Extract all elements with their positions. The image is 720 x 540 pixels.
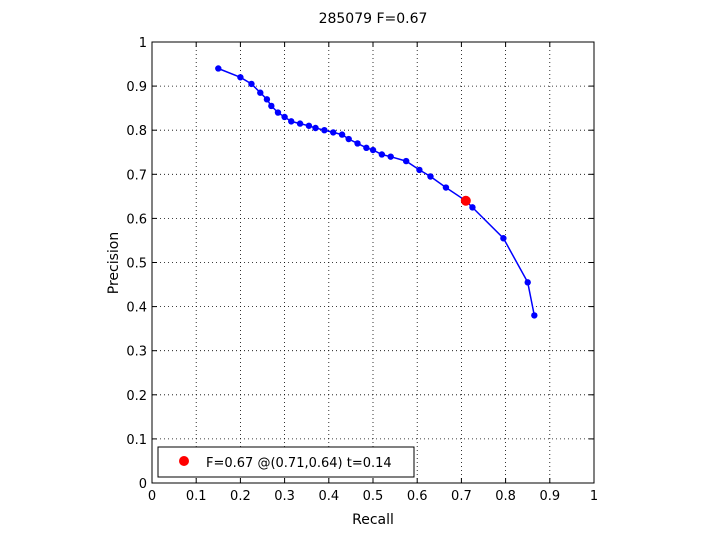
y-tick-label: 0.1 <box>126 433 147 448</box>
data-point <box>354 140 361 147</box>
y-tick-label: 0.2 <box>126 389 147 404</box>
data-point <box>500 235 507 242</box>
y-tick-label: 0.4 <box>126 301 147 316</box>
data-point <box>321 127 328 134</box>
x-tick-label: 0 <box>148 489 156 504</box>
y-tick-label: 0.7 <box>126 168 147 183</box>
series-line <box>218 67 536 316</box>
data-point <box>215 65 222 72</box>
data-point <box>363 144 370 152</box>
x-tick-label: 0.8 <box>495 489 516 504</box>
series-layer <box>215 65 538 319</box>
data-point <box>369 146 377 154</box>
x-tick-label: 0.5 <box>363 489 384 504</box>
legend-box <box>157 446 415 478</box>
x-tick-label: 1 <box>590 489 598 504</box>
data-point <box>524 279 531 286</box>
y-tick-label: 0.9 <box>126 80 147 95</box>
data-point <box>387 153 394 160</box>
x-tick-label: 0.9 <box>539 489 560 504</box>
y-tick-label: 0.8 <box>126 124 147 139</box>
data-point <box>531 312 538 319</box>
y-tick-label: 0.6 <box>126 212 147 227</box>
y-tick-label: 0 <box>139 477 147 492</box>
data-point <box>274 109 282 116</box>
y-tick-label: 1 <box>139 36 147 51</box>
legend-marker <box>179 456 189 466</box>
x-tick-label: 0.7 <box>451 489 472 504</box>
data-point <box>248 80 255 88</box>
highlight-layer <box>460 195 471 206</box>
x-tick-label: 0.3 <box>274 489 295 504</box>
legend-label: F=0.67 @(0.71,0.64) t=0.14 <box>206 456 392 471</box>
y-tick-label: 0.3 <box>126 345 147 360</box>
data-point <box>402 157 410 165</box>
x-tick-label: 0.1 <box>186 489 207 504</box>
best-f-point <box>460 195 471 206</box>
data-point <box>281 113 288 121</box>
data-point <box>305 122 313 129</box>
y-axis-title: Precision <box>106 232 122 294</box>
data-point <box>296 120 304 127</box>
grid <box>152 42 594 483</box>
data-point <box>257 89 264 96</box>
legend: F=0.67 @(0.71,0.64) t=0.14 <box>157 446 415 478</box>
data-point <box>338 131 346 138</box>
data-point <box>330 129 337 136</box>
x-tick-label: 0.6 <box>407 489 428 504</box>
data-point <box>345 135 352 143</box>
data-point <box>442 184 450 191</box>
data-point <box>288 118 295 125</box>
x-tick-label: 0.2 <box>230 489 251 504</box>
data-point <box>469 204 476 211</box>
data-point <box>312 124 319 132</box>
data-point <box>378 151 386 158</box>
data-point <box>427 173 434 180</box>
data-point <box>237 74 244 81</box>
y-tick-label: 0.5 <box>126 257 147 272</box>
x-axis-title: Recall <box>352 512 394 528</box>
data-point <box>268 102 275 110</box>
axis-ticks: 0 0.1 0.2 0.3 0.4 0.5 0.6 0.7 0.8 0.9 1 0 0.1 0.2 0.3 0… <box>126 36 598 504</box>
data-point <box>263 96 271 103</box>
data-point <box>416 166 423 174</box>
chart-title: 285079 F=0.67 <box>319 11 428 27</box>
x-tick-label: 0.4 <box>318 489 339 504</box>
